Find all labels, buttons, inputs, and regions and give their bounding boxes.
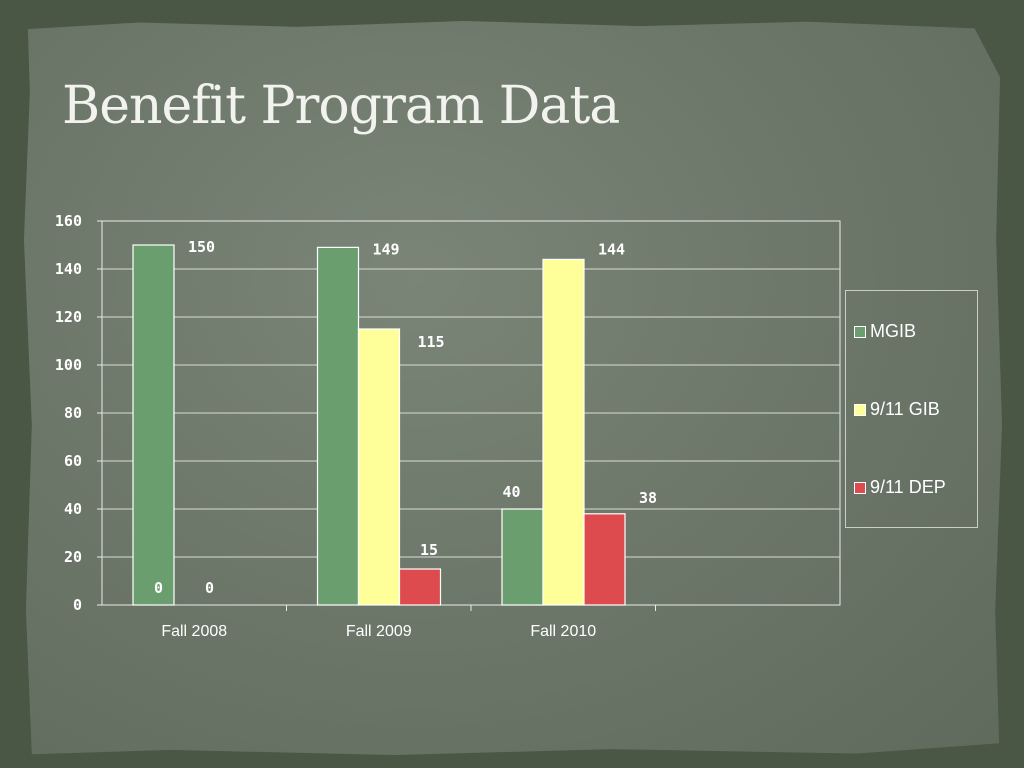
bar-9-11-gib [357,328,401,606]
y-tick-label: 0 [73,596,82,614]
x-category-label: Fall 2010 [530,623,596,640]
y-tick-label: 80 [64,404,82,422]
legend-item-mgib: MGIB [854,321,916,342]
data-label: 149 [373,240,400,258]
bar-mgib [501,508,544,606]
y-tick-label: 140 [55,260,82,278]
bar-9-11-gib [542,258,585,606]
bar-9-11-dep [583,513,626,606]
legend-label-911-dep: 9/11 DEP [870,477,946,497]
data-label: 40 [503,483,521,501]
data-label: 0 [154,579,163,597]
bar-mgib [132,244,175,606]
data-label: 150 [188,238,215,256]
x-category-label: Fall 2008 [161,623,227,640]
legend-swatch-911-dep [854,481,866,494]
chart-legend: MGIB 9/11 GIB 9/11 DEP [845,290,978,528]
y-tick-label: 100 [55,356,82,374]
legend-label-911-gib: 9/11 GIB [870,399,940,419]
bar-mgib [316,246,360,606]
y-tick-label: 40 [64,500,82,518]
bar-9-11-dep [398,568,442,606]
legend-swatch-911-gib [854,403,866,416]
data-label: 115 [418,333,445,351]
data-label: 0 [205,579,214,597]
legend-item-911-dep: 9/11 DEP [854,477,946,498]
y-tick-label: 20 [64,548,82,566]
y-tick-label: 160 [55,212,82,230]
data-label: 144 [598,240,625,258]
legend-item-911-gib: 9/11 GIB [854,399,940,420]
x-category-label: Fall 2009 [346,623,412,640]
slide-background [23,20,1003,756]
y-tick-label: 120 [55,308,82,326]
legend-label-mgib: MGIB [870,321,917,341]
y-tick-label: 60 [64,452,82,470]
slide-title: Benefit Program Data [62,76,620,136]
data-label: 38 [639,489,657,507]
data-label: 15 [420,541,438,559]
legend-swatch-mgib [854,325,866,338]
